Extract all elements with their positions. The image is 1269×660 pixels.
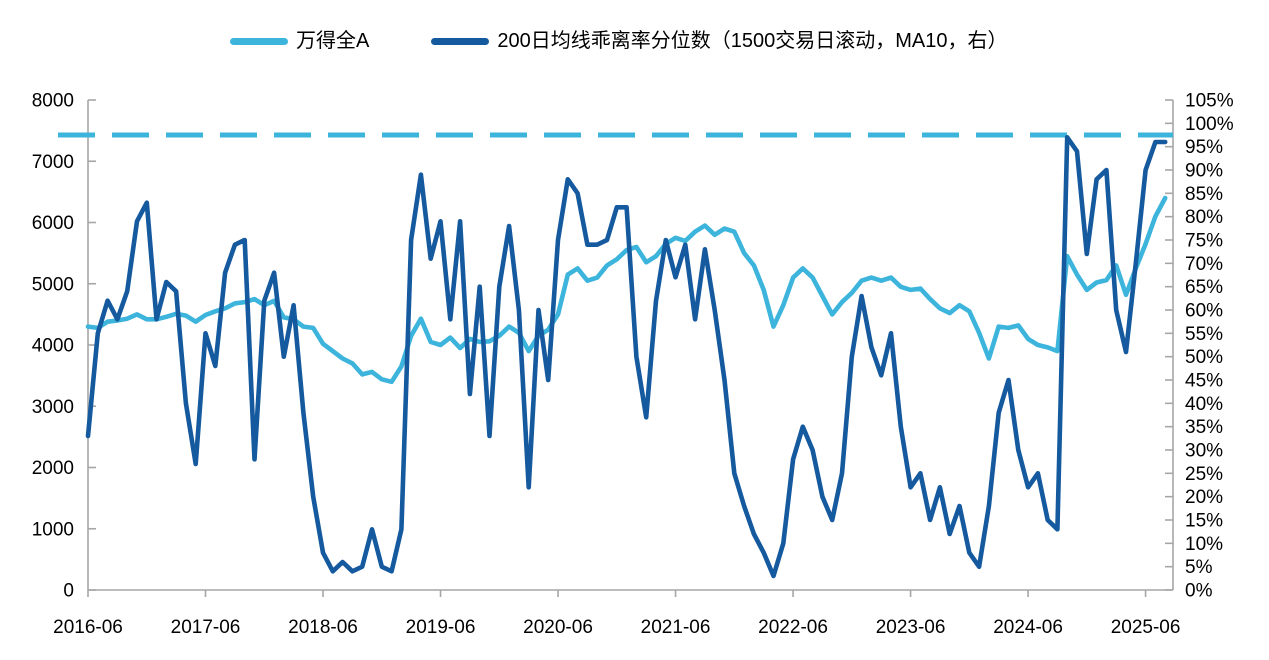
right-axis-tick-label: 15%: [1185, 511, 1223, 532]
right-axis-tick-label: 55%: [1185, 324, 1223, 345]
right-axis-tick-label: 75%: [1185, 231, 1223, 252]
left-axis-tick-label: 8000: [32, 91, 74, 112]
x-axis-tick-label: 2025-06: [1111, 617, 1181, 638]
right-axis-tick-label: 65%: [1185, 277, 1223, 298]
left-axis-tick-label: 1000: [32, 519, 74, 540]
right-axis-tick-label: 85%: [1185, 184, 1223, 205]
legend-label-wind-all-a: 万得全A: [296, 30, 370, 52]
left-axis-tick-label: 6000: [32, 213, 74, 234]
legend-item-percentile: 200日均线乖离率分位数（1500交易日滚动，MA10，右）: [431, 29, 1007, 53]
right-axis-tick-label: 70%: [1185, 254, 1223, 275]
right-axis-tick-label: 25%: [1185, 464, 1223, 485]
right-axis-tick-label: 45%: [1185, 371, 1223, 392]
x-axis-tick-label: 2018-06: [288, 617, 358, 638]
left-axis-tick-label: 4000: [32, 336, 74, 357]
right-axis-tick-label: 20%: [1185, 487, 1223, 508]
left-axis-tick-label: 0: [63, 581, 74, 602]
right-axis-tick-label: 35%: [1185, 417, 1223, 438]
x-axis-tick-label: 2016-06: [53, 617, 123, 638]
right-axis-tick-label: 40%: [1185, 394, 1223, 415]
right-axis-tick-label: 50%: [1185, 347, 1223, 368]
series-percentile-line: [85, 135, 1168, 579]
legend-label-percentile: 200日均线乖离率分位数（1500交易日滚动，MA10，右）: [497, 30, 1008, 52]
left-axis-tick-label: 3000: [32, 397, 74, 418]
right-axis-tick-label: 0%: [1185, 581, 1213, 602]
x-axis-tick-label: 2020-06: [523, 617, 593, 638]
legend: 万得全A 200日均线乖离率分位数（1500交易日滚动，MA10，右）: [230, 29, 1007, 53]
right-axis-tick-label: 30%: [1185, 441, 1223, 462]
right-axis-tick-label: 60%: [1185, 301, 1223, 322]
x-axis-tick-label: 2019-06: [406, 617, 476, 638]
x-axis-tick-label: 2022-06: [758, 617, 828, 638]
x-axis-tick-label: 2024-06: [993, 617, 1063, 638]
right-axis-tick-label: 5%: [1185, 557, 1213, 578]
right-axis-tick-label: 10%: [1185, 534, 1223, 555]
left-axis-tick-label: 2000: [32, 458, 74, 479]
legend-item-wind-all-a: 万得全A: [230, 29, 369, 53]
left-axis-tick-label: 7000: [32, 152, 74, 173]
right-axis-tick-label: 90%: [1185, 161, 1223, 182]
right-axis-tick-label: 80%: [1185, 207, 1223, 228]
legend-swatch-percentile: [431, 37, 490, 45]
x-axis-tick-label: 2021-06: [641, 617, 711, 638]
series-wind-all-a-line: [85, 195, 1168, 385]
x-axis-tick-label: 2023-06: [876, 617, 946, 638]
right-axis-tick-label: 95%: [1185, 137, 1223, 158]
right-axis-tick-label: 105%: [1185, 91, 1234, 112]
legend-swatch-wind-all-a: [230, 37, 288, 45]
x-axis-tick-label: 2017-06: [171, 617, 241, 638]
right-axis-tick-label: 100%: [1185, 114, 1234, 135]
left-axis-tick-label: 5000: [32, 274, 74, 295]
